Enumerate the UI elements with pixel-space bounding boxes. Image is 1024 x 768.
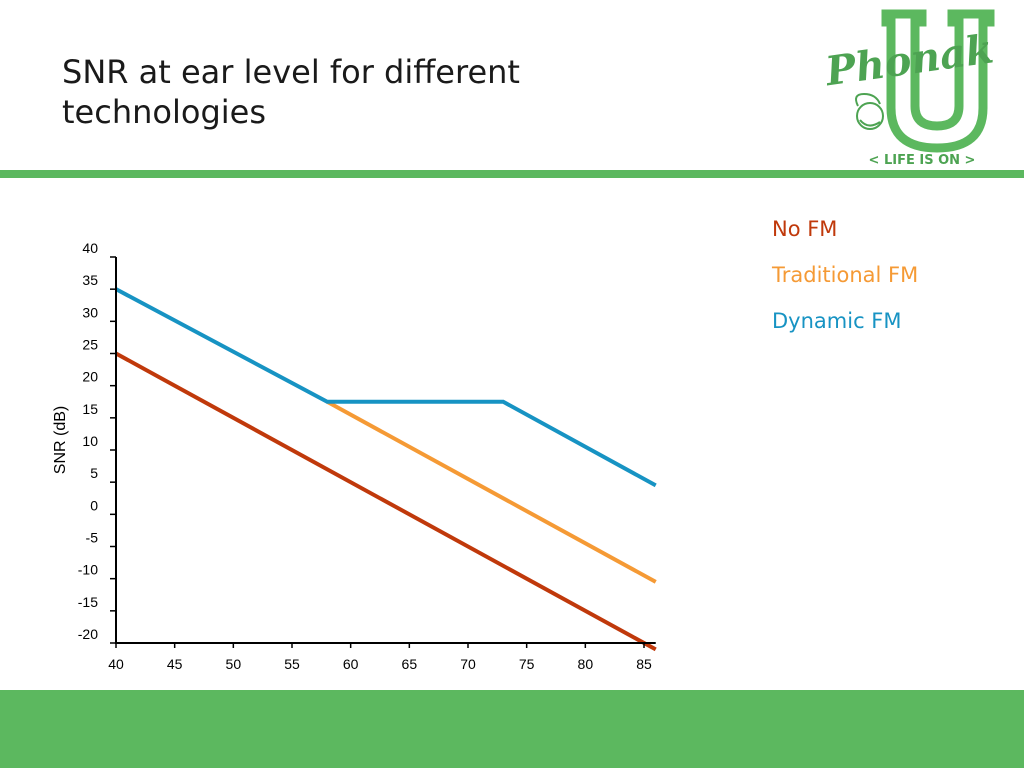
phonak-logo: Phonak < LIFE IS ON > (822, 9, 996, 168)
y-tick-label: -15 (78, 594, 98, 610)
series-line-no-fm (115, 351, 657, 652)
logo-script-text: Phonak (822, 25, 996, 95)
x-tick-label: 60 (343, 656, 359, 672)
y-tick-label: 10 (82, 433, 98, 449)
x-tick-label: 70 (460, 656, 476, 672)
logo-mascot (855, 92, 884, 130)
legend-item-no-fm: No FM (772, 217, 838, 241)
y-axis-title: SNR (dB) (52, 406, 69, 474)
y-tick-label: 20 (82, 369, 98, 385)
y-tick-label: 35 (82, 272, 98, 288)
x-tick-label: 80 (578, 656, 594, 672)
x-tick-label: 40 (108, 656, 124, 672)
legend-item-traditional-fm: Traditional FM (772, 263, 919, 287)
chart-legend: No FM Traditional FM Dynamic FM (772, 212, 918, 350)
x-tick-label: 50 (226, 656, 242, 672)
y-tick-label: 5 (90, 465, 98, 481)
x-tick-label: 45 (167, 656, 183, 672)
y-tick-label: -10 (78, 562, 98, 578)
y-tick-label: 25 (82, 337, 98, 353)
legend-item-dynamic-fm: Dynamic FM (772, 309, 902, 333)
y-tick-label: 15 (82, 401, 98, 417)
x-tick-label: 85 (636, 656, 652, 672)
slide-title: SNR at ear level for different technolog… (62, 52, 662, 132)
y-tick-label: -20 (78, 626, 98, 642)
logo-letter-u (881, 9, 995, 153)
x-tick-label: 75 (519, 656, 535, 672)
y-tick-label: 30 (82, 304, 98, 320)
x-tick-label: 65 (402, 656, 418, 672)
x-tick-label: 55 (284, 656, 300, 672)
y-tick-label: -5 (86, 530, 99, 546)
series-line-dynamic-fm (115, 287, 657, 488)
footer-band (0, 690, 1024, 768)
logo-tagline: < LIFE IS ON > (869, 153, 976, 168)
slide-title-line-1: SNR at ear level for different (62, 53, 520, 91)
header-divider (0, 170, 1024, 178)
y-tick-label: 40 (82, 240, 98, 256)
y-tick-label: 0 (90, 497, 98, 513)
series-line-traditional-fm (326, 399, 657, 584)
slide-title-line-2: technologies (62, 93, 266, 131)
